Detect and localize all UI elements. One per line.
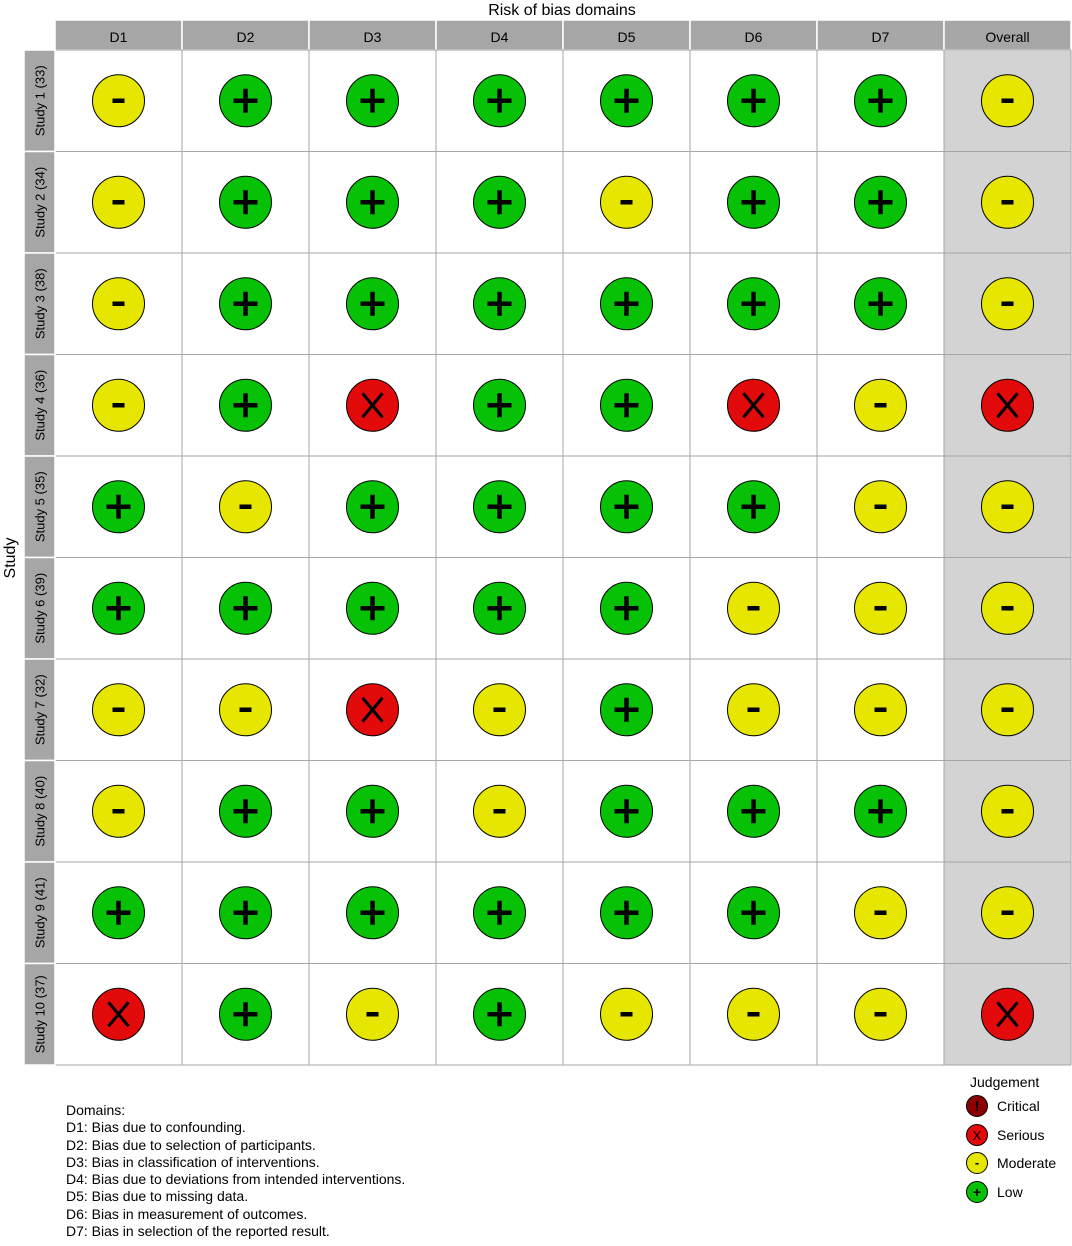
column-header-cell	[54, 19, 183, 51]
serious-icon: X	[966, 1123, 988, 1146]
domains-title: Domains:	[66, 1102, 126, 1118]
legend-item-low: + Low	[965, 1178, 1070, 1207]
study-label: Study 10 (37)	[33, 975, 48, 1053]
domains-key: Domains: D1: Bias due to confounding. D2…	[66, 1102, 405, 1240]
serious-symbol	[742, 392, 765, 419]
study-label: Study 8 (40)	[33, 776, 48, 847]
serious-symbol	[361, 696, 384, 723]
column-header-label: Overall	[985, 29, 1029, 45]
study-label-strip	[23, 658, 56, 762]
domain-d5: D5: Bias due to missing data.	[66, 1188, 249, 1205]
study-label: Study 4 (36)	[33, 370, 48, 441]
legend-item-critical: ! Critical	[965, 1092, 1070, 1121]
serious-symbol: X	[973, 1128, 982, 1143]
serious-symbol	[996, 392, 1019, 419]
study-label: Study 1 (33)	[33, 65, 48, 136]
legend-item-serious: X Serious	[965, 1121, 1070, 1150]
column-header-label: D4	[491, 29, 509, 45]
critical-icon: !	[966, 1095, 988, 1118]
y-axis-label: Study	[2, 538, 19, 579]
study-label-strip	[23, 49, 56, 153]
study-label-strip	[23, 861, 56, 965]
column-header-label: D7	[872, 29, 890, 45]
study-label-strip	[23, 353, 56, 457]
legend-label-critical: Critical	[997, 1098, 1040, 1115]
column-header-label: D6	[745, 29, 763, 45]
column-header-label: D1	[110, 29, 128, 45]
column-header-label: D5	[618, 29, 636, 45]
domain-d6: D6: Bias in measurement of outcomes.	[66, 1205, 308, 1222]
judgement-legend: Judgement ! Critical X Serious - Moderat…	[965, 1072, 1070, 1206]
study-label: Study 7 (32)	[33, 674, 48, 745]
study-label: Study 5 (35)	[33, 471, 48, 542]
low-icon: +	[966, 1180, 988, 1203]
column-header-cell	[181, 19, 310, 51]
domain-d2: D2: Bias due to selection of participant…	[66, 1136, 316, 1153]
study-label: Study 6 (39)	[33, 573, 48, 644]
domain-d7: D7: Bias in selection of the reported re…	[66, 1223, 330, 1240]
study-label: Study 3 (38)	[33, 268, 48, 339]
legend-item-moderate: - Moderate	[965, 1149, 1070, 1178]
low-symbol: +	[973, 1184, 981, 1200]
legend-label-moderate: Moderate	[997, 1155, 1057, 1172]
study-label-strip	[23, 150, 56, 254]
column-header-cell	[943, 19, 1072, 51]
domain-d1: D1: Bias due to confounding.	[66, 1119, 246, 1136]
serious-symbol	[107, 1001, 130, 1028]
study-label: Study 2 (34)	[33, 167, 48, 238]
legend-title: Judgement	[970, 1074, 1040, 1090]
critical-symbol: !	[975, 1098, 980, 1114]
column-header-cell	[308, 19, 437, 51]
column-header-label: D2	[237, 29, 255, 45]
moderate-symbol: -	[975, 1155, 979, 1170]
legend-label-serious: Serious	[997, 1126, 1045, 1143]
column-header-label: D3	[364, 29, 382, 45]
study-label: Study 9 (41)	[33, 877, 48, 948]
domain-d4: D4: Bias due to deviations from intended…	[66, 1171, 406, 1188]
moderate-icon: -	[966, 1152, 988, 1175]
chart-title: Risk of bias domains	[488, 2, 636, 19]
serious-symbol	[996, 1001, 1019, 1028]
domain-d3: D3: Bias in classification of interventi…	[66, 1153, 320, 1170]
risk-of-bias-chart: Risk of bias domains Study D1 D2 D3 D4 D5 D6 D…	[2, 2, 1072, 1066]
study-label-strip	[23, 252, 56, 356]
study-label-strip	[23, 962, 56, 1066]
legend-label-low: Low	[997, 1183, 1023, 1200]
serious-symbol	[361, 392, 384, 419]
